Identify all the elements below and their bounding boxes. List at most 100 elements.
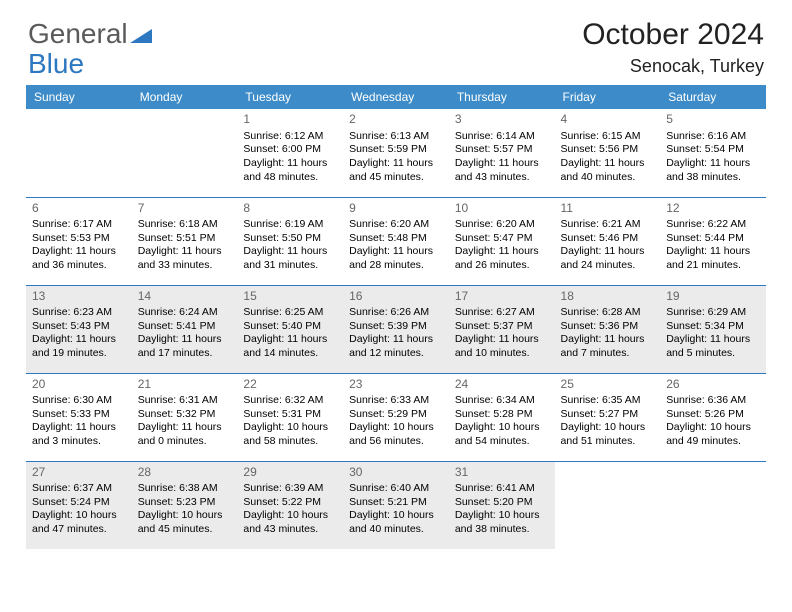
day-header: Friday <box>555 85 661 109</box>
daylight-text: Daylight: 10 hours and 47 minutes. <box>32 509 126 536</box>
daylight-text: Daylight: 11 hours and 31 minutes. <box>243 245 337 272</box>
day-number: 5 <box>666 112 760 128</box>
calendar-week-row: 20Sunrise: 6:30 AMSunset: 5:33 PMDayligh… <box>26 373 766 461</box>
daylight-text: Daylight: 11 hours and 12 minutes. <box>349 333 443 360</box>
calendar-day-cell: 31Sunrise: 6:41 AMSunset: 5:20 PMDayligh… <box>449 461 555 549</box>
daylight-text: Daylight: 11 hours and 48 minutes. <box>243 157 337 184</box>
day-number: 20 <box>32 377 126 393</box>
calendar-empty-cell <box>26 109 132 197</box>
day-number: 16 <box>349 289 443 305</box>
day-number: 14 <box>138 289 232 305</box>
day-number: 29 <box>243 465 337 481</box>
calendar-day-cell: 17Sunrise: 6:27 AMSunset: 5:37 PMDayligh… <box>449 285 555 373</box>
sunset-text: Sunset: 5:22 PM <box>243 496 337 510</box>
daylight-text: Daylight: 11 hours and 38 minutes. <box>666 157 760 184</box>
daylight-text: Daylight: 11 hours and 28 minutes. <box>349 245 443 272</box>
day-number: 24 <box>455 377 549 393</box>
daylight-text: Daylight: 10 hours and 58 minutes. <box>243 421 337 448</box>
sunset-text: Sunset: 5:40 PM <box>243 320 337 334</box>
sunset-text: Sunset: 5:29 PM <box>349 408 443 422</box>
sunset-text: Sunset: 5:27 PM <box>561 408 655 422</box>
sunset-text: Sunset: 5:48 PM <box>349 232 443 246</box>
day-number: 28 <box>138 465 232 481</box>
sunset-text: Sunset: 5:44 PM <box>666 232 760 246</box>
daylight-text: Daylight: 11 hours and 7 minutes. <box>561 333 655 360</box>
day-number: 30 <box>349 465 443 481</box>
day-number: 26 <box>666 377 760 393</box>
daylight-text: Daylight: 11 hours and 26 minutes. <box>455 245 549 272</box>
calendar-week-row: 27Sunrise: 6:37 AMSunset: 5:24 PMDayligh… <box>26 461 766 549</box>
sunrise-text: Sunrise: 6:26 AM <box>349 306 443 320</box>
daylight-text: Daylight: 10 hours and 40 minutes. <box>349 509 443 536</box>
day-number: 1 <box>243 112 337 128</box>
day-header: Wednesday <box>343 85 449 109</box>
sunset-text: Sunset: 5:37 PM <box>455 320 549 334</box>
sunset-text: Sunset: 5:32 PM <box>138 408 232 422</box>
daylight-text: Daylight: 11 hours and 19 minutes. <box>32 333 126 360</box>
calendar-day-cell: 18Sunrise: 6:28 AMSunset: 5:36 PMDayligh… <box>555 285 661 373</box>
calendar-day-cell: 7Sunrise: 6:18 AMSunset: 5:51 PMDaylight… <box>132 197 238 285</box>
daylight-text: Daylight: 10 hours and 45 minutes. <box>138 509 232 536</box>
day-number: 22 <box>243 377 337 393</box>
sunset-text: Sunset: 5:51 PM <box>138 232 232 246</box>
calendar-day-cell: 22Sunrise: 6:32 AMSunset: 5:31 PMDayligh… <box>237 373 343 461</box>
day-number: 25 <box>561 377 655 393</box>
sunrise-text: Sunrise: 6:36 AM <box>666 394 760 408</box>
day-header: Saturday <box>660 85 766 109</box>
sunset-text: Sunset: 5:41 PM <box>138 320 232 334</box>
calendar-day-cell: 26Sunrise: 6:36 AMSunset: 5:26 PMDayligh… <box>660 373 766 461</box>
daylight-text: Daylight: 10 hours and 54 minutes. <box>455 421 549 448</box>
calendar-day-cell: 6Sunrise: 6:17 AMSunset: 5:53 PMDaylight… <box>26 197 132 285</box>
logo: General <box>28 18 152 50</box>
daylight-text: Daylight: 11 hours and 40 minutes. <box>561 157 655 184</box>
sunrise-text: Sunrise: 6:29 AM <box>666 306 760 320</box>
sunset-text: Sunset: 5:34 PM <box>666 320 760 334</box>
sunrise-text: Sunrise: 6:21 AM <box>561 218 655 232</box>
sunset-text: Sunset: 5:50 PM <box>243 232 337 246</box>
sunrise-text: Sunrise: 6:37 AM <box>32 482 126 496</box>
sunrise-text: Sunrise: 6:28 AM <box>561 306 655 320</box>
sunrise-text: Sunrise: 6:18 AM <box>138 218 232 232</box>
logo-blue-wrap: Blue <box>28 48 84 80</box>
calendar-day-cell: 12Sunrise: 6:22 AMSunset: 5:44 PMDayligh… <box>660 197 766 285</box>
daylight-text: Daylight: 11 hours and 33 minutes. <box>138 245 232 272</box>
sunset-text: Sunset: 5:31 PM <box>243 408 337 422</box>
daylight-text: Daylight: 11 hours and 14 minutes. <box>243 333 337 360</box>
day-number: 31 <box>455 465 549 481</box>
calendar-day-cell: 15Sunrise: 6:25 AMSunset: 5:40 PMDayligh… <box>237 285 343 373</box>
sunrise-text: Sunrise: 6:34 AM <box>455 394 549 408</box>
sunset-text: Sunset: 5:21 PM <box>349 496 443 510</box>
sunset-text: Sunset: 5:39 PM <box>349 320 443 334</box>
sunset-text: Sunset: 5:57 PM <box>455 143 549 157</box>
sunset-text: Sunset: 5:23 PM <box>138 496 232 510</box>
sunrise-text: Sunrise: 6:33 AM <box>349 394 443 408</box>
calendar-day-cell: 14Sunrise: 6:24 AMSunset: 5:41 PMDayligh… <box>132 285 238 373</box>
daylight-text: Daylight: 11 hours and 5 minutes. <box>666 333 760 360</box>
sunrise-text: Sunrise: 6:20 AM <box>349 218 443 232</box>
day-number: 9 <box>349 201 443 217</box>
sunset-text: Sunset: 5:43 PM <box>32 320 126 334</box>
calendar-day-cell: 2Sunrise: 6:13 AMSunset: 5:59 PMDaylight… <box>343 109 449 197</box>
day-number: 27 <box>32 465 126 481</box>
calendar-day-cell: 19Sunrise: 6:29 AMSunset: 5:34 PMDayligh… <box>660 285 766 373</box>
sunrise-text: Sunrise: 6:27 AM <box>455 306 549 320</box>
calendar-body: 1Sunrise: 6:12 AMSunset: 6:00 PMDaylight… <box>26 109 766 549</box>
day-number: 21 <box>138 377 232 393</box>
sunrise-text: Sunrise: 6:24 AM <box>138 306 232 320</box>
sunrise-text: Sunrise: 6:16 AM <box>666 130 760 144</box>
sunrise-text: Sunrise: 6:19 AM <box>243 218 337 232</box>
sunrise-text: Sunrise: 6:25 AM <box>243 306 337 320</box>
calendar-day-cell: 4Sunrise: 6:15 AMSunset: 5:56 PMDaylight… <box>555 109 661 197</box>
sunset-text: Sunset: 5:56 PM <box>561 143 655 157</box>
daylight-text: Daylight: 10 hours and 38 minutes. <box>455 509 549 536</box>
day-header: Monday <box>132 85 238 109</box>
day-number: 13 <box>32 289 126 305</box>
calendar-day-cell: 29Sunrise: 6:39 AMSunset: 5:22 PMDayligh… <box>237 461 343 549</box>
sunset-text: Sunset: 5:24 PM <box>32 496 126 510</box>
page-title: October 2024 <box>582 18 764 52</box>
sunset-text: Sunset: 5:20 PM <box>455 496 549 510</box>
day-number: 7 <box>138 201 232 217</box>
sunrise-text: Sunrise: 6:22 AM <box>666 218 760 232</box>
day-number: 8 <box>243 201 337 217</box>
calendar-week-row: 1Sunrise: 6:12 AMSunset: 6:00 PMDaylight… <box>26 109 766 197</box>
